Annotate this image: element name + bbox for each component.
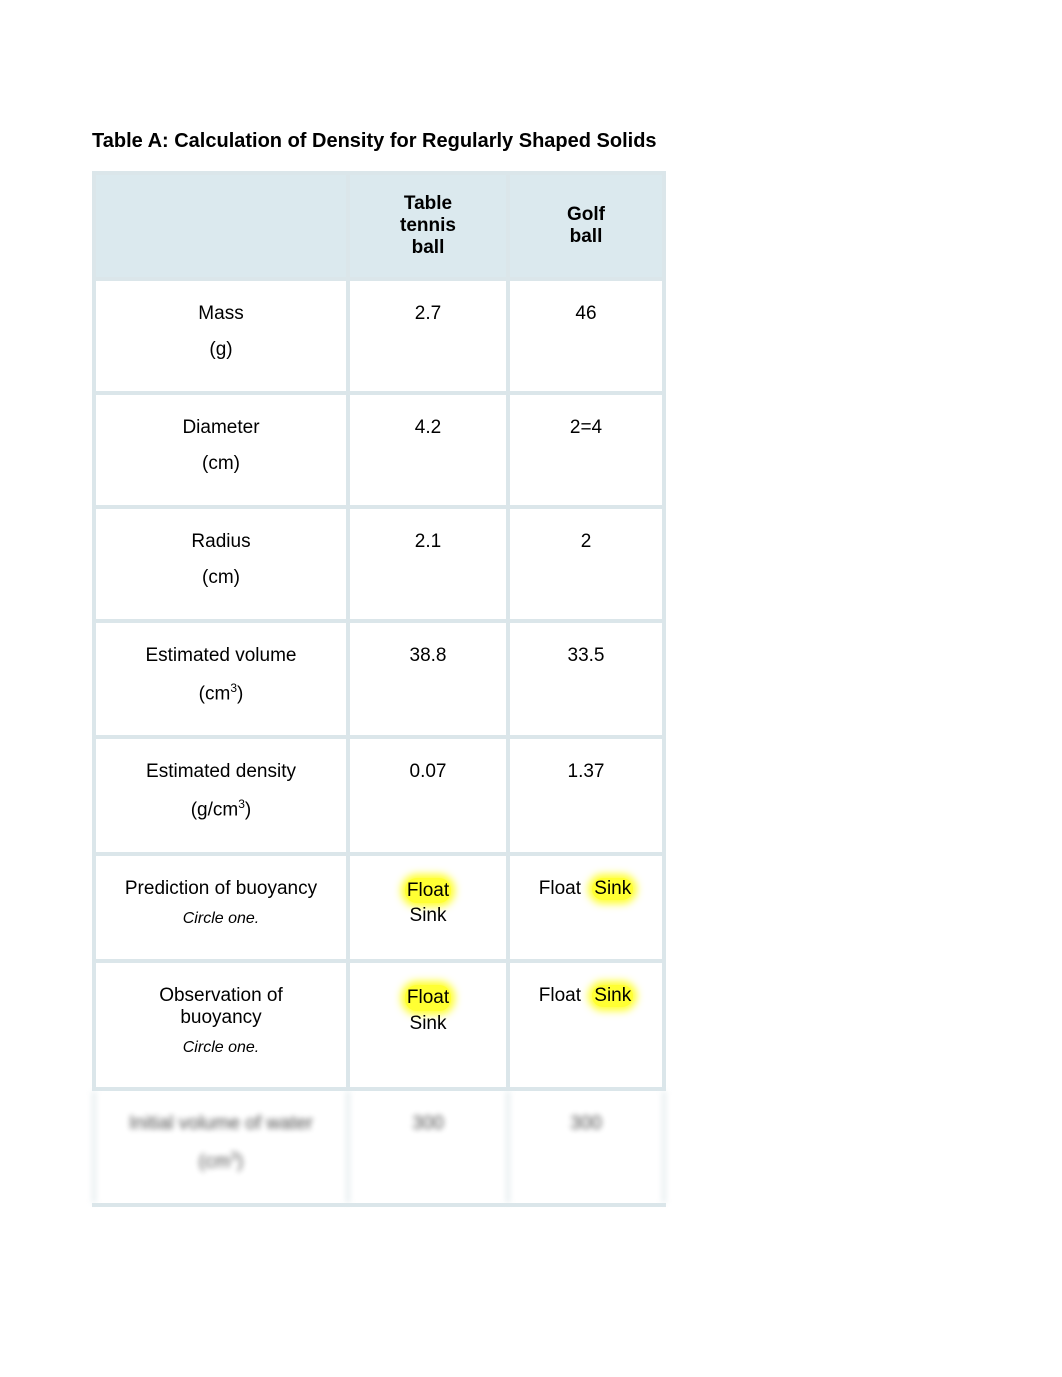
label-text-l2: buoyancy (180, 1007, 261, 1028)
choice-highlighted: Float (405, 878, 451, 904)
cell-value: 1.37 (506, 739, 666, 855)
choice-plain: Sink (410, 903, 447, 929)
cell-value: 38.8 (346, 623, 506, 739)
label-text: Estimated density (146, 761, 296, 782)
label-hint: Circle one. (106, 1039, 336, 1057)
label-text: Estimated volume (145, 645, 296, 666)
cell-value: 2 (506, 509, 666, 623)
density-table: Table tennis ball Golf ball Mass (g) 2.7… (92, 171, 666, 1207)
row-label-density: Estimated density (g/cm3) (92, 739, 346, 855)
label-text: Initial volume of water (129, 1113, 313, 1134)
row-label-prediction: Prediction of buoyancy Circle one. (92, 856, 346, 963)
header-row: Table tennis ball Golf ball (92, 175, 666, 281)
cell-choice: Float Sink (346, 963, 506, 1091)
header-col1-l3: ball (412, 237, 445, 258)
label-unit: (cm) (106, 567, 336, 589)
cell-choice: Float Sink (346, 856, 506, 963)
header-col1-l2: tennis (400, 215, 456, 236)
row-label-volume: Estimated volume (cm3) (92, 623, 346, 739)
choice-highlighted: Sink (592, 878, 633, 900)
row-label-initial-volume: Initial volume of water (cm3) (92, 1091, 346, 1203)
cell-choice: Float Sink (506, 856, 666, 963)
header-col2: Golf ball (506, 175, 666, 281)
cell-value: 2.7 (346, 281, 506, 395)
row-label-observation: Observation of buoyancy Circle one. (92, 963, 346, 1091)
cell-value: 0.07 (346, 739, 506, 855)
label-text: Mass (198, 303, 243, 324)
choice-highlighted: Float (405, 985, 451, 1011)
table-row: Diameter (cm) 4.2 2=4 (92, 395, 666, 509)
table-row: Observation of buoyancy Circle one. Floa… (92, 963, 666, 1091)
label-unit: (g/cm3) (106, 797, 336, 821)
choice-highlighted: Sink (592, 985, 633, 1007)
table-row: Prediction of buoyancy Circle one. Float… (92, 856, 666, 963)
table-row: Mass (g) 2.7 46 (92, 281, 666, 395)
table-row: Estimated volume (cm3) 38.8 33.5 (92, 623, 666, 739)
label-unit: (cm3) (106, 681, 336, 705)
cell-value: 300 (506, 1091, 666, 1203)
header-col1-l1: Table (404, 193, 452, 214)
label-text: Diameter (182, 417, 259, 438)
choice-plain: Float (539, 878, 581, 900)
row-label-mass: Mass (g) (92, 281, 346, 395)
choice-plain: Float (539, 985, 581, 1007)
label-unit: (cm3) (106, 1149, 336, 1173)
cell-value: 33.5 (506, 623, 666, 739)
header-blank (92, 175, 346, 281)
table-title: Table A: Calculation of Density for Regu… (92, 130, 1062, 153)
label-unit: (g) (106, 339, 336, 361)
cell-value: 4.2 (346, 395, 506, 509)
row-label-diameter: Diameter (cm) (92, 395, 346, 509)
header-col2-l2: ball (570, 226, 603, 247)
header-col2-l1: Golf (567, 204, 605, 225)
table-row: Estimated density (g/cm3) 0.07 1.37 (92, 739, 666, 855)
header-col1: Table tennis ball (346, 175, 506, 281)
table-row: Initial volume of water (cm3) 300 300 (92, 1091, 666, 1203)
choice-plain: Sink (410, 1011, 447, 1037)
table-row: Radius (cm) 2.1 2 (92, 509, 666, 623)
label-hint: Circle one. (106, 910, 336, 928)
label-text-l1: Observation of (159, 985, 283, 1006)
label-text: Prediction of buoyancy (125, 878, 317, 899)
label-unit: (cm) (106, 453, 336, 475)
cell-value: 300 (346, 1091, 506, 1203)
label-text: Radius (191, 531, 250, 552)
row-label-radius: Radius (cm) (92, 509, 346, 623)
cell-value: 46 (506, 281, 666, 395)
cell-value: 2=4 (506, 395, 666, 509)
cell-choice: Float Sink (506, 963, 666, 1091)
cell-value: 2.1 (346, 509, 506, 623)
